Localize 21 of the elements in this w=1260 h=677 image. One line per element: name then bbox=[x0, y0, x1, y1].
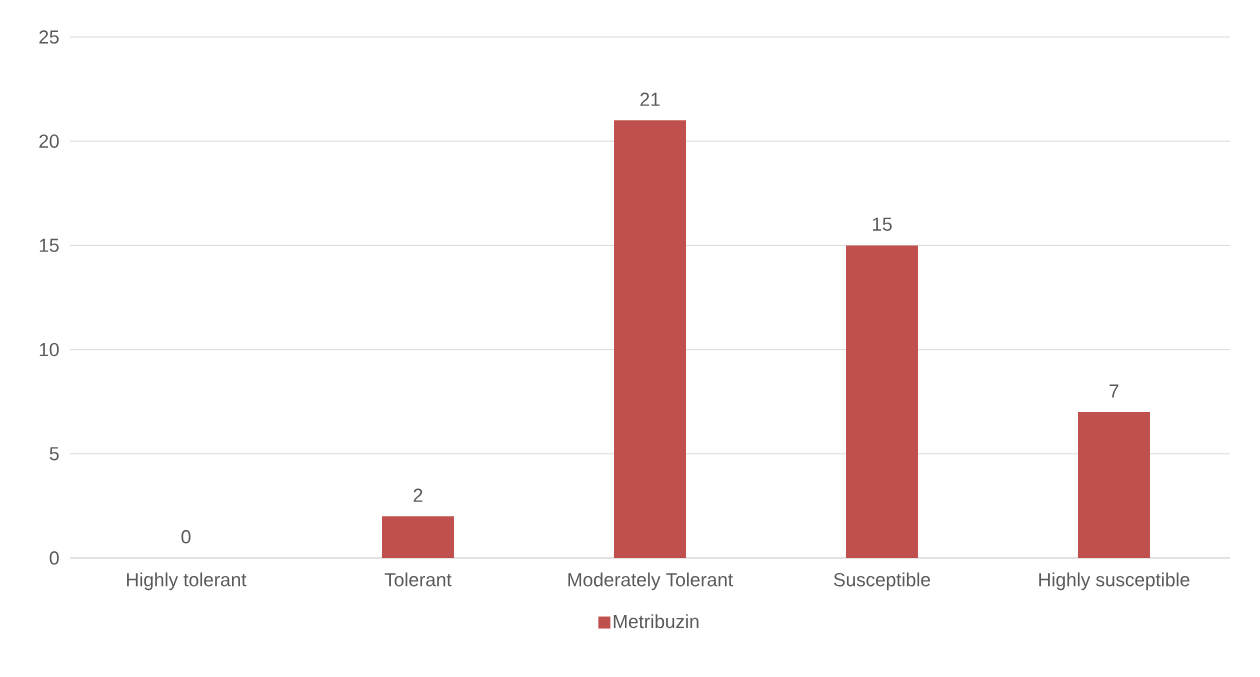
data-label: 15 bbox=[872, 217, 892, 231]
bar bbox=[382, 516, 454, 558]
data-label: 0 bbox=[181, 530, 191, 544]
bar bbox=[846, 245, 918, 558]
y-tick-label: 15 bbox=[39, 238, 59, 252]
bar bbox=[1077, 412, 1150, 558]
x-tick-label: Highly susceptible bbox=[1039, 572, 1190, 591]
bar bbox=[614, 120, 686, 558]
data-label: 21 bbox=[640, 92, 660, 106]
y-tick-label: 5 bbox=[49, 447, 59, 461]
x-tick-label: Tolerant bbox=[384, 572, 452, 587]
x-tick-label: Susceptible bbox=[833, 572, 931, 591]
x-tick-label: Highly tolerant bbox=[127, 572, 247, 591]
data-label: 2 bbox=[413, 488, 423, 502]
x-tick-label: Moderately Tolerant bbox=[568, 572, 733, 591]
legend-label: Metribuzin bbox=[613, 614, 699, 629]
y-tick-label: 0 bbox=[49, 551, 59, 565]
y-tick-label: 10 bbox=[39, 342, 59, 357]
y-tick-label: 25 bbox=[39, 30, 59, 44]
y-tick-label: 20 bbox=[39, 134, 59, 148]
data-label: 7 bbox=[1109, 384, 1119, 398]
